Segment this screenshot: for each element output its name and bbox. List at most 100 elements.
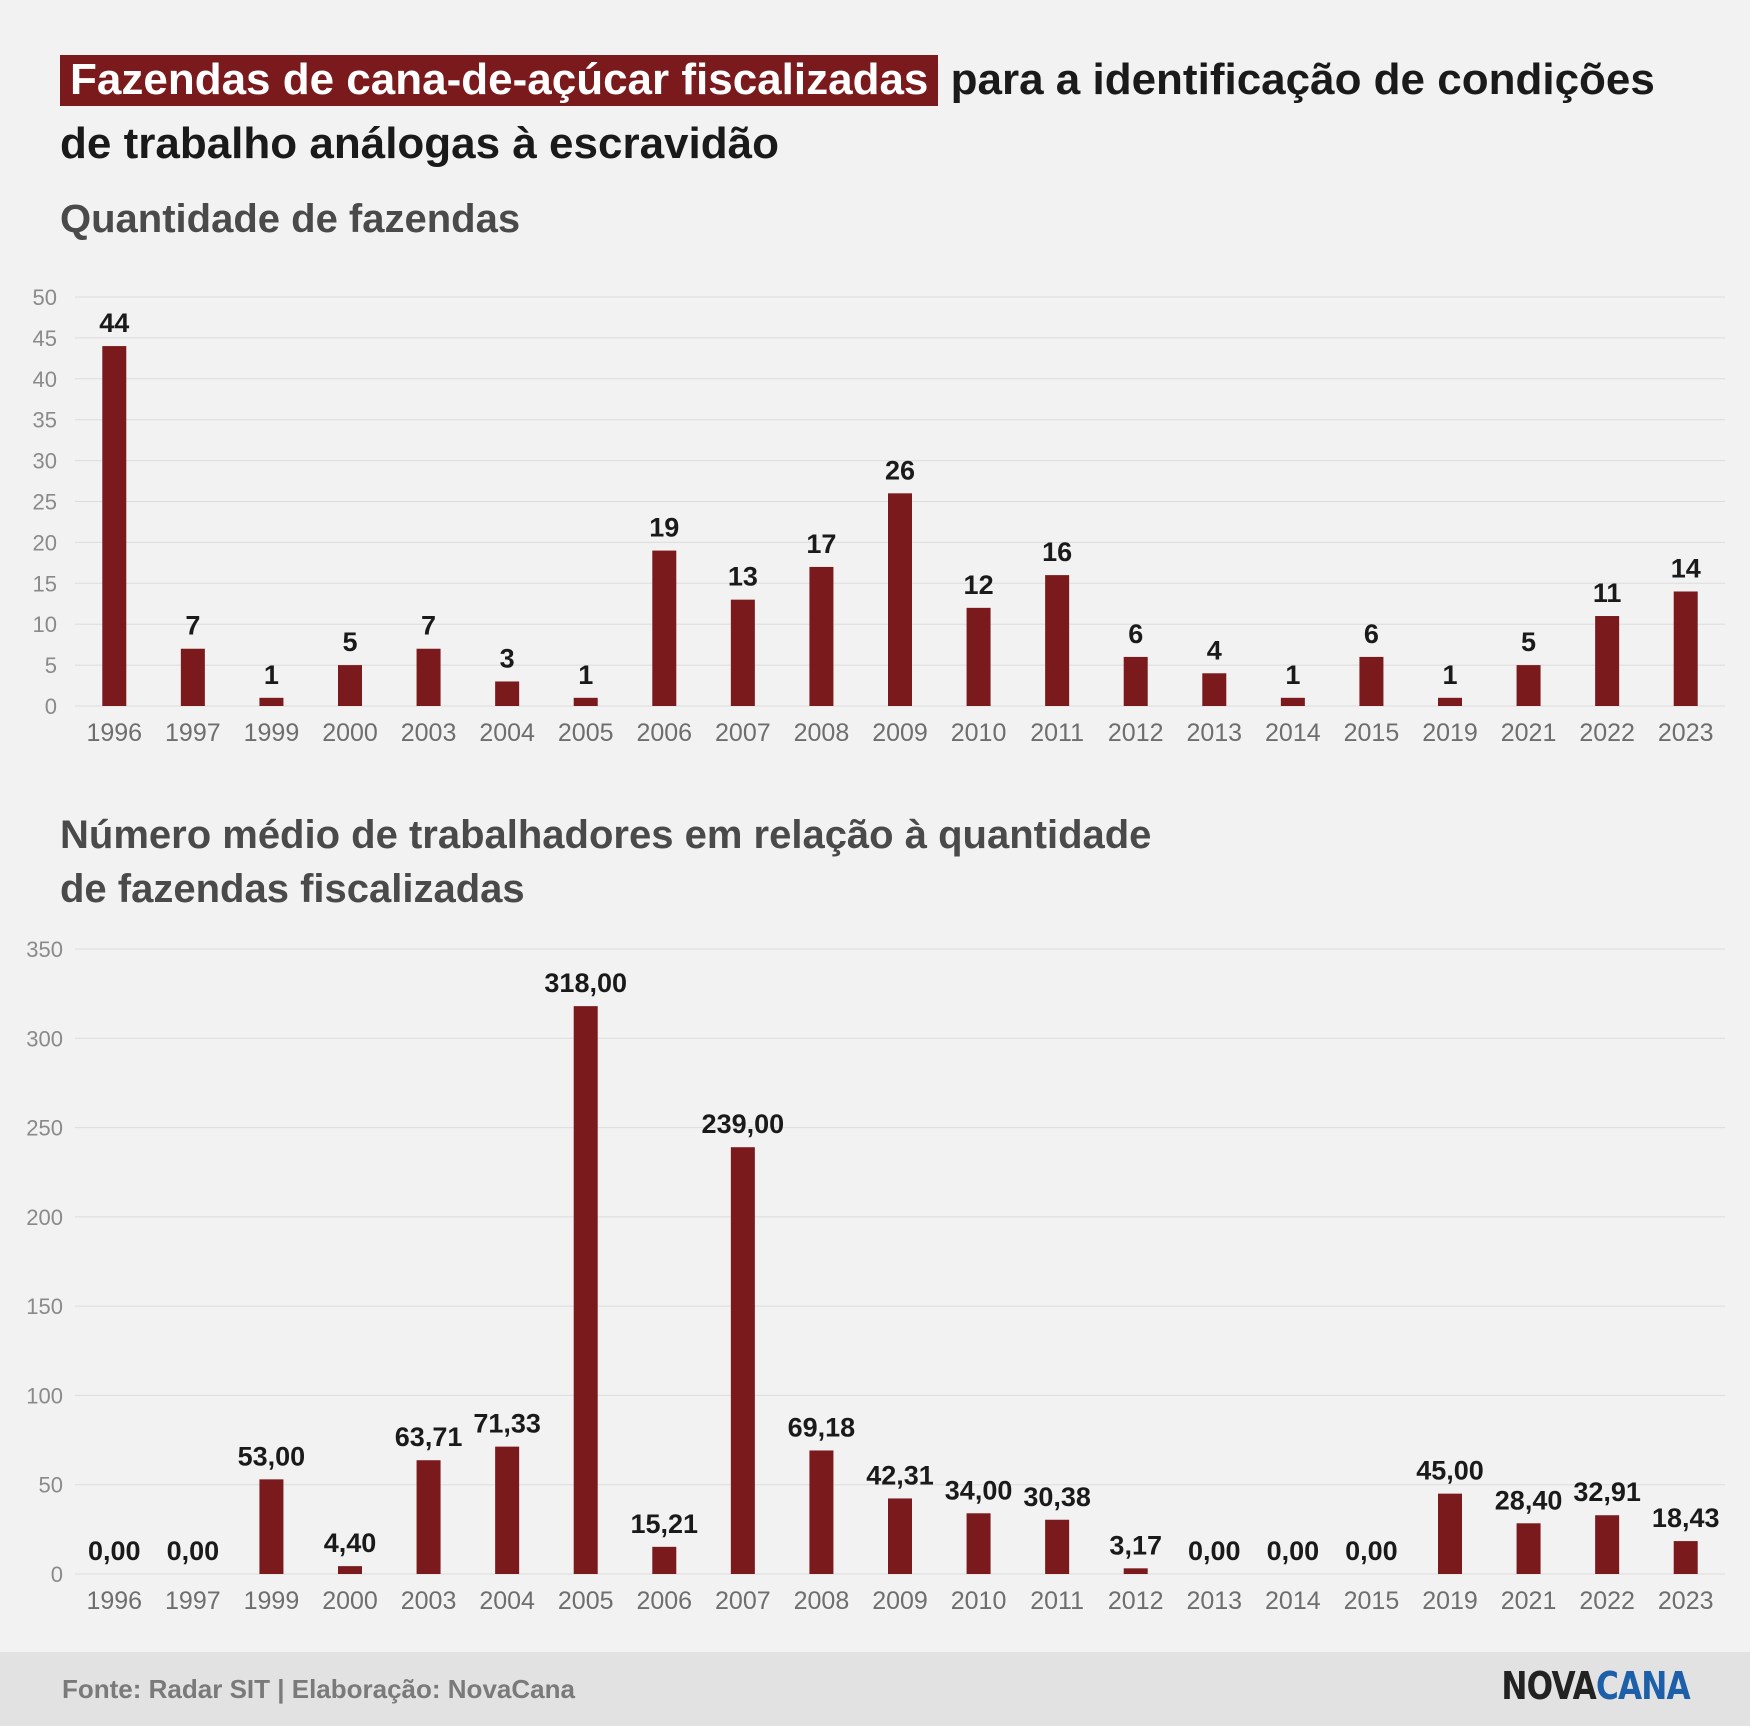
x-tick-label: 2004 <box>479 719 535 747</box>
x-tick-label: 2009 <box>872 719 928 747</box>
data-label: 0,00 <box>88 1536 141 1566</box>
data-label: 0,00 <box>1188 1536 1241 1566</box>
y-tick-label: 0 <box>51 1562 63 1587</box>
x-tick-label: 2022 <box>1579 1587 1635 1615</box>
data-label: 7 <box>421 611 436 641</box>
data-label: 14 <box>1671 553 1701 583</box>
x-tick-label: 2011 <box>1030 719 1084 747</box>
bar <box>809 1450 834 1574</box>
bar <box>495 1446 520 1574</box>
data-label: 4 <box>1207 635 1222 665</box>
y-tick-label: 30 <box>33 449 57 474</box>
y-tick-label: 250 <box>26 1116 63 1141</box>
x-tick-label: 2007 <box>715 719 771 747</box>
x-tick-label: 2014 <box>1265 1587 1321 1615</box>
y-tick-label: 15 <box>33 571 57 596</box>
data-label: 19 <box>649 513 679 543</box>
x-tick-label: 2008 <box>794 719 850 747</box>
x-tick-label: 2021 <box>1501 1587 1557 1615</box>
bar <box>1202 673 1227 706</box>
data-label: 1 <box>1285 660 1300 690</box>
y-tick-label: 25 <box>33 490 57 515</box>
data-label: 32,91 <box>1573 1477 1641 1507</box>
data-label: 17 <box>806 529 836 559</box>
data-label: 11 <box>1593 578 1622 608</box>
y-tick-label: 20 <box>33 530 57 555</box>
bar <box>416 648 441 706</box>
bar <box>809 566 834 706</box>
x-tick-label: 2012 <box>1108 719 1164 747</box>
bar <box>730 1147 755 1574</box>
x-tick-label: 2003 <box>401 719 457 747</box>
x-tick-label: 2013 <box>1186 1587 1242 1615</box>
title-highlight: Fazendas de cana-de-açúcar fiscalizadas <box>60 55 939 106</box>
x-tick-label: 1997 <box>165 719 221 747</box>
bar <box>1516 1523 1541 1574</box>
y-tick-label: 200 <box>26 1205 63 1230</box>
bar <box>1123 656 1148 706</box>
source-note: Fonte: Radar SIT | Elaboração: NovaCana <box>62 1674 575 1704</box>
bar <box>1673 591 1698 706</box>
data-label: 15,21 <box>630 1509 698 1539</box>
bar <box>338 665 362 706</box>
bar <box>1438 697 1462 706</box>
avg-workers-chart: 0 50 100 150 200 250 300 350 0,00 1996 0,00 1997 53,… <box>26 937 1725 1615</box>
bar <box>888 1498 912 1574</box>
data-label: 18,43 <box>1652 1503 1720 1533</box>
bar <box>730 599 755 706</box>
bar <box>259 1479 284 1574</box>
data-label: 4,40 <box>324 1528 377 1558</box>
x-tick-label: 2019 <box>1422 719 1478 747</box>
data-label: 45,00 <box>1416 1456 1484 1486</box>
x-tick-label: 2012 <box>1108 1587 1164 1615</box>
x-tick-label: 2014 <box>1265 719 1321 747</box>
bar <box>1045 1519 1070 1574</box>
x-tick-label: 2000 <box>322 1587 378 1615</box>
data-label: 28,40 <box>1495 1485 1563 1515</box>
y-tick-label: 10 <box>33 612 57 637</box>
data-label: 6 <box>1364 619 1379 649</box>
farms-count-chart: 0510152025303540455044199671997119995200… <box>33 285 1725 747</box>
bar <box>966 607 991 706</box>
data-label: 53,00 <box>238 1441 306 1471</box>
bar <box>1359 656 1384 706</box>
bar <box>1673 1541 1698 1574</box>
bar <box>1123 1568 1148 1574</box>
bar <box>573 697 598 706</box>
data-label: 69,18 <box>788 1412 856 1442</box>
x-tick-label: 2011 <box>1030 1587 1084 1615</box>
x-tick-label: 2019 <box>1422 1587 1478 1615</box>
bar <box>966 1513 991 1574</box>
x-tick-label: 2021 <box>1501 719 1557 747</box>
x-tick-label: 1996 <box>86 1587 142 1615</box>
data-label: 239,00 <box>702 1109 785 1139</box>
x-tick-label: 2005 <box>558 719 614 747</box>
data-label: 71,33 <box>473 1409 541 1439</box>
data-label: 6 <box>1128 619 1143 649</box>
y-tick-label: 45 <box>33 326 57 351</box>
bar <box>1280 697 1305 706</box>
x-tick-label: 2006 <box>636 1587 692 1615</box>
x-tick-label: 2003 <box>401 1587 457 1615</box>
bar <box>338 1566 362 1574</box>
bar <box>416 1460 441 1574</box>
y-tick-label: 5 <box>45 653 57 678</box>
data-label: 0,00 <box>1345 1536 1398 1566</box>
chart2-title: Número médio de trabalhadores em relação… <box>60 813 1152 911</box>
x-tick-label: 2005 <box>558 1587 614 1615</box>
data-label: 16 <box>1042 537 1072 567</box>
x-tick-label: 1999 <box>244 1587 300 1615</box>
data-label: 13 <box>728 562 758 592</box>
title-rest: para a identificação de condições de tra… <box>60 55 1655 168</box>
data-label: 5 <box>342 627 357 657</box>
x-tick-label: 2015 <box>1344 1587 1400 1615</box>
bar <box>652 1546 677 1574</box>
x-tick-label: 2004 <box>479 1587 535 1615</box>
bar <box>1595 616 1620 706</box>
x-tick-label: 2009 <box>872 1587 928 1615</box>
y-tick-label: 0 <box>45 694 57 719</box>
y-tick-label: 100 <box>26 1383 63 1408</box>
data-label: 0,00 <box>1267 1536 1320 1566</box>
data-label: 30,38 <box>1023 1482 1091 1512</box>
x-tick-label: 1999 <box>244 719 300 747</box>
